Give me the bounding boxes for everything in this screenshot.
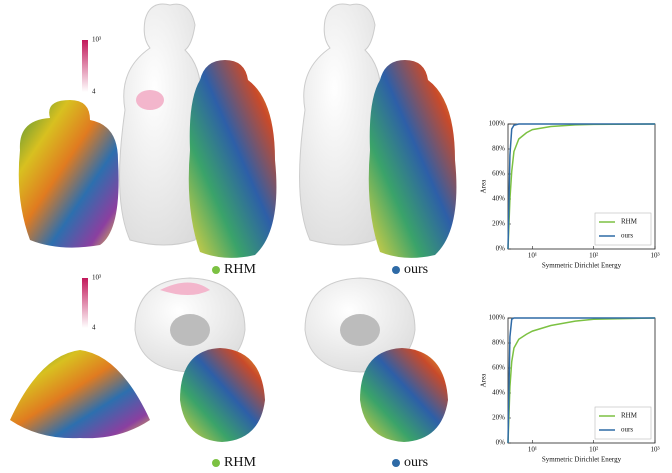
x-tick-label: 10² <box>589 252 598 260</box>
mesh-textured <box>189 60 277 258</box>
legend-label: RHM <box>621 218 638 226</box>
mesh-textured <box>369 60 457 258</box>
colorbar <box>82 278 88 328</box>
caption: ours <box>404 455 428 470</box>
legend-label: ours <box>621 232 633 240</box>
mesh-textured <box>180 348 265 442</box>
mesh-renders-bottom: 10³ 4 RHM ours <box>10 274 448 471</box>
mesh-hole <box>340 314 380 346</box>
y-tick-label: 100% <box>489 120 506 128</box>
colorbar-max: 10³ <box>92 36 101 44</box>
legend-dot <box>392 266 400 274</box>
mesh-renders-top: 10³ 4 RHM ours <box>19 4 457 277</box>
y-tick-label: 60% <box>492 170 505 178</box>
y-tick-label: 100% <box>489 314 506 322</box>
legend-dot <box>212 459 220 467</box>
caption: RHM <box>224 262 256 277</box>
x-tick-label: 10³ <box>650 252 659 260</box>
y-tick-label: 80% <box>492 339 505 347</box>
caption: ours <box>404 262 428 277</box>
y-tick-label: 20% <box>492 220 505 228</box>
x-axis-label: Symmetric Dirichlet Energy <box>542 262 622 270</box>
legend-dot <box>392 459 400 467</box>
legend-label: ours <box>621 426 633 434</box>
colorbar-max: 10³ <box>92 274 101 282</box>
colorbar-min: 4 <box>92 88 96 96</box>
mesh-textured <box>19 100 119 248</box>
y-tick-label: 40% <box>492 195 505 203</box>
y-tick-label: 0% <box>496 439 506 447</box>
x-tick-label: 10³ <box>650 446 659 454</box>
legend-dot <box>212 266 220 274</box>
mesh-textured <box>10 350 150 438</box>
colorbar <box>82 40 88 92</box>
y-axis-label: Area <box>480 373 488 387</box>
y-tick-label: 80% <box>492 145 505 153</box>
distortion-spot <box>136 90 164 110</box>
x-tick-label: 10¹ <box>528 252 537 260</box>
figure: 10³ 4 RHM ours 10³ 4 RHM ours 0%20%40%60… <box>0 0 672 473</box>
y-tick-label: 0% <box>496 245 506 253</box>
y-axis-label: Area <box>480 179 488 193</box>
y-tick-label: 60% <box>492 364 505 372</box>
x-tick-label: 10² <box>589 446 598 454</box>
caption: RHM <box>224 455 256 470</box>
x-axis-label: Symmetric Dirichlet Energy <box>542 456 622 464</box>
mesh-textured <box>360 348 448 442</box>
chart: 0% 20% 40% 60% 80% 100% 10¹ 10² 10³ Symmetric Dir… <box>480 120 660 270</box>
chart: 0% 20% 40% 60% 80% 100% 10¹ 10² 10³ Symmetric Dir… <box>480 314 660 464</box>
y-tick-label: 20% <box>492 414 505 422</box>
colorbar-min: 4 <box>92 324 96 332</box>
y-tick-label: 40% <box>492 389 505 397</box>
x-tick-label: 10¹ <box>528 446 537 454</box>
legend-label: RHM <box>621 412 638 420</box>
mesh-hole <box>170 314 210 346</box>
